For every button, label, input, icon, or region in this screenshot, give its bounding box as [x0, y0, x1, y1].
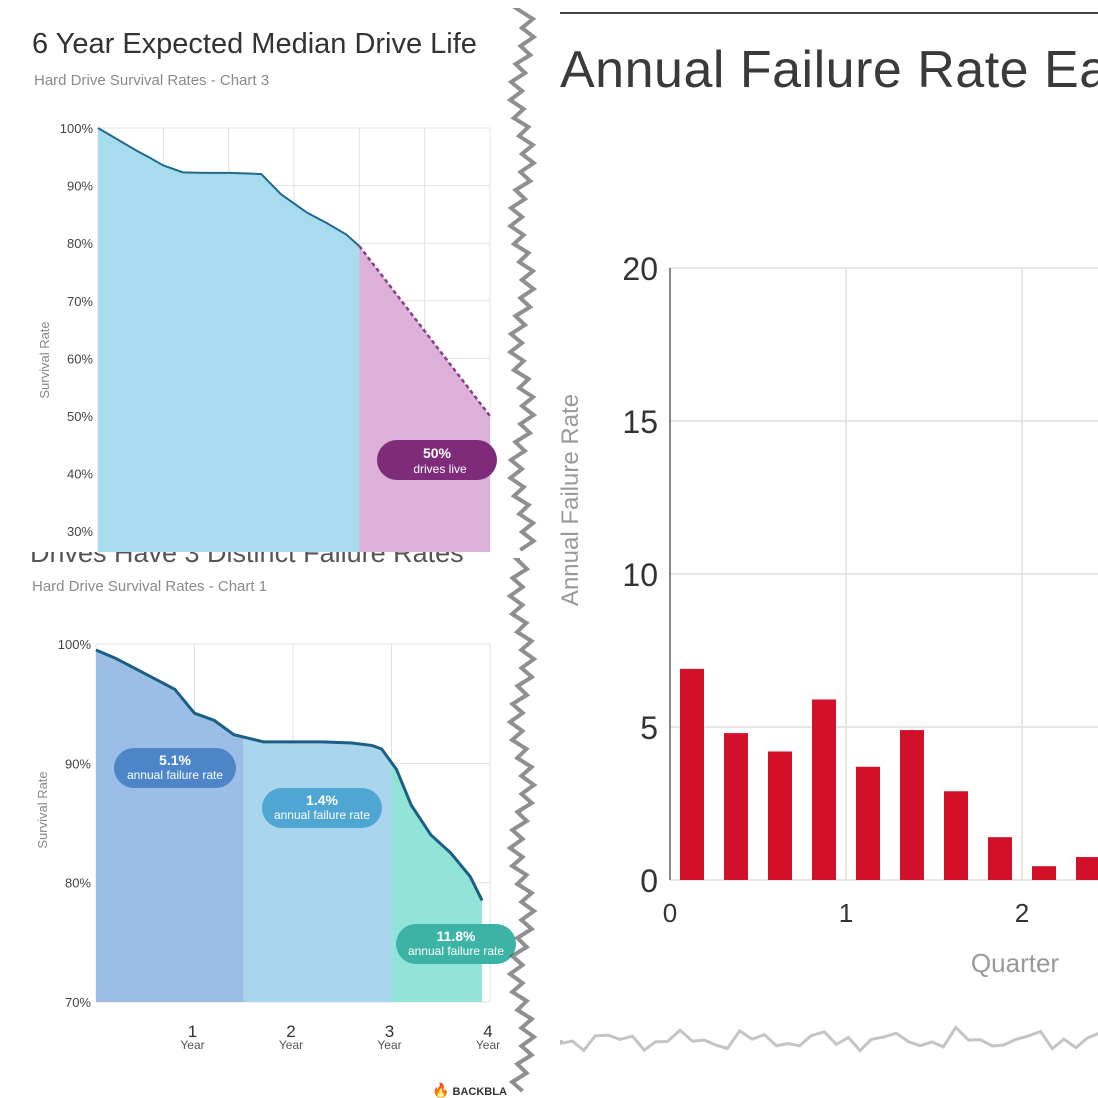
- chart1-xtick-unit: Year: [377, 1038, 401, 1052]
- chart1-rate-badge: [262, 788, 382, 828]
- afr-bar: [944, 791, 968, 880]
- chart1-rate-label: annual failure rate: [408, 944, 504, 958]
- afr-bar: [812, 699, 836, 880]
- afr-bar: [768, 751, 792, 880]
- afr-bar: [856, 766, 880, 880]
- chart1-xtick-label: 2: [286, 1022, 295, 1041]
- flame-icon: 🔥: [432, 1082, 450, 1098]
- afr-bar: [988, 837, 1012, 880]
- afr-ytick-label: 20: [622, 251, 658, 287]
- afr-bar: [1076, 857, 1098, 880]
- chart3-ytick-label: 100%: [60, 121, 94, 136]
- afr-bar: [680, 668, 704, 880]
- afr-bar: [1032, 866, 1056, 880]
- afr-tear-cut: [560, 1029, 1098, 1098]
- chart3-title: 6 Year Expected Median Drive Life: [32, 28, 477, 60]
- chart1-xtick-unit: Year: [279, 1038, 303, 1052]
- chart3-annotation-badge: [377, 440, 497, 480]
- afr-ytick-label: 0: [640, 863, 658, 899]
- afr-title: Annual Failure Rate Ea: [560, 41, 1098, 99]
- chart3-ylabel: Survival Rate: [37, 321, 52, 398]
- chart1-xtick-label: 4: [483, 1022, 492, 1041]
- chart1-ytick-label: 80%: [65, 876, 91, 891]
- chart3-projection-line: [358, 245, 491, 417]
- chart3-ytick-label: 50%: [67, 409, 93, 424]
- chart1-ylabel: Survival Rate: [35, 771, 50, 848]
- chart3-panel: 6 Year Expected Median Drive Life Hard D…: [0, 0, 530, 552]
- chart1-xtick-label: 3: [385, 1022, 394, 1041]
- chart1-title: Drives Have 3 Distinct Failure Rates: [30, 552, 464, 568]
- chart3-ytick-label: 30%: [67, 524, 93, 539]
- afr-xtick-label: 2: [1015, 898, 1029, 928]
- afr-ytick-label: 5: [640, 710, 658, 746]
- chart1-xtick-unit: Year: [180, 1038, 204, 1052]
- chart3-observed-line: [97, 127, 360, 247]
- chart3-ytick-label: 40%: [67, 467, 93, 482]
- chart3-subtitle: Hard Drive Survival Rates - Chart 3: [34, 72, 270, 89]
- chart1-rate-value: 11.8%: [437, 928, 476, 944]
- chart1-rate-label: annual failure rate: [274, 808, 370, 822]
- afr-ytick-label: 15: [622, 404, 658, 440]
- chart1-rate-value: 1.4%: [306, 792, 338, 808]
- chart1-panel: Drives Have 3 Distinct Failure Rates Har…: [0, 552, 530, 1098]
- chart1-subtitle: Hard Drive Survival Rates - Chart 1: [32, 578, 268, 595]
- chart1-ytick-label: 100%: [58, 637, 92, 652]
- afr-bar: [724, 733, 748, 880]
- chart1-rate-value: 5.1%: [159, 752, 191, 768]
- afr-xlabel: Quarter: [971, 948, 1059, 978]
- chart3-observed-area: [98, 128, 360, 552]
- chart3-annotation-text: drives live: [413, 462, 467, 476]
- chart3-annotation-value: 50%: [423, 445, 452, 461]
- afr-xtick-label: 0: [663, 898, 677, 928]
- afr-panel: Annual Failure Rate Ea 0 1 2 0 5 10 15 20 Quarte…: [560, 0, 1098, 1098]
- chart1-ytick-label: 90%: [65, 756, 91, 771]
- chart3-ytick-label: 70%: [67, 294, 93, 309]
- afr-bar: [900, 730, 924, 880]
- chart3-svg: 100% 90% 80% 70% 60% 50% 40% 30% Survival Rate 50…: [37, 121, 497, 552]
- chart1-svg: 100%90%80%70%1Year2Year3Year4YearSurviva…: [35, 637, 516, 1052]
- chart1-xtick-label: 1: [188, 1022, 197, 1041]
- afr-ytick-label: 10: [622, 557, 658, 593]
- top-rule: [560, 12, 1098, 14]
- logo-text: BACKBLA: [452, 1086, 507, 1098]
- chart1-survival-line: [95, 648, 484, 902]
- chart3-ytick-label: 60%: [67, 351, 93, 366]
- afr-ylabel: Annual Failure Rate: [560, 394, 584, 606]
- chart3-ytick-label: 80%: [67, 236, 93, 251]
- chart1-rate-badge: [114, 748, 236, 788]
- backblaze-logo: 🔥 BACKBLA: [432, 1082, 507, 1098]
- chart1-ytick-label: 70%: [65, 995, 91, 1010]
- chart1-rate-label: annual failure rate: [127, 768, 223, 782]
- afr-xtick-label: 1: [839, 898, 853, 928]
- chart1-xtick-unit: Year: [476, 1038, 500, 1052]
- chart3-ytick-label: 90%: [67, 179, 93, 194]
- chart1-rate-badge: [396, 924, 516, 964]
